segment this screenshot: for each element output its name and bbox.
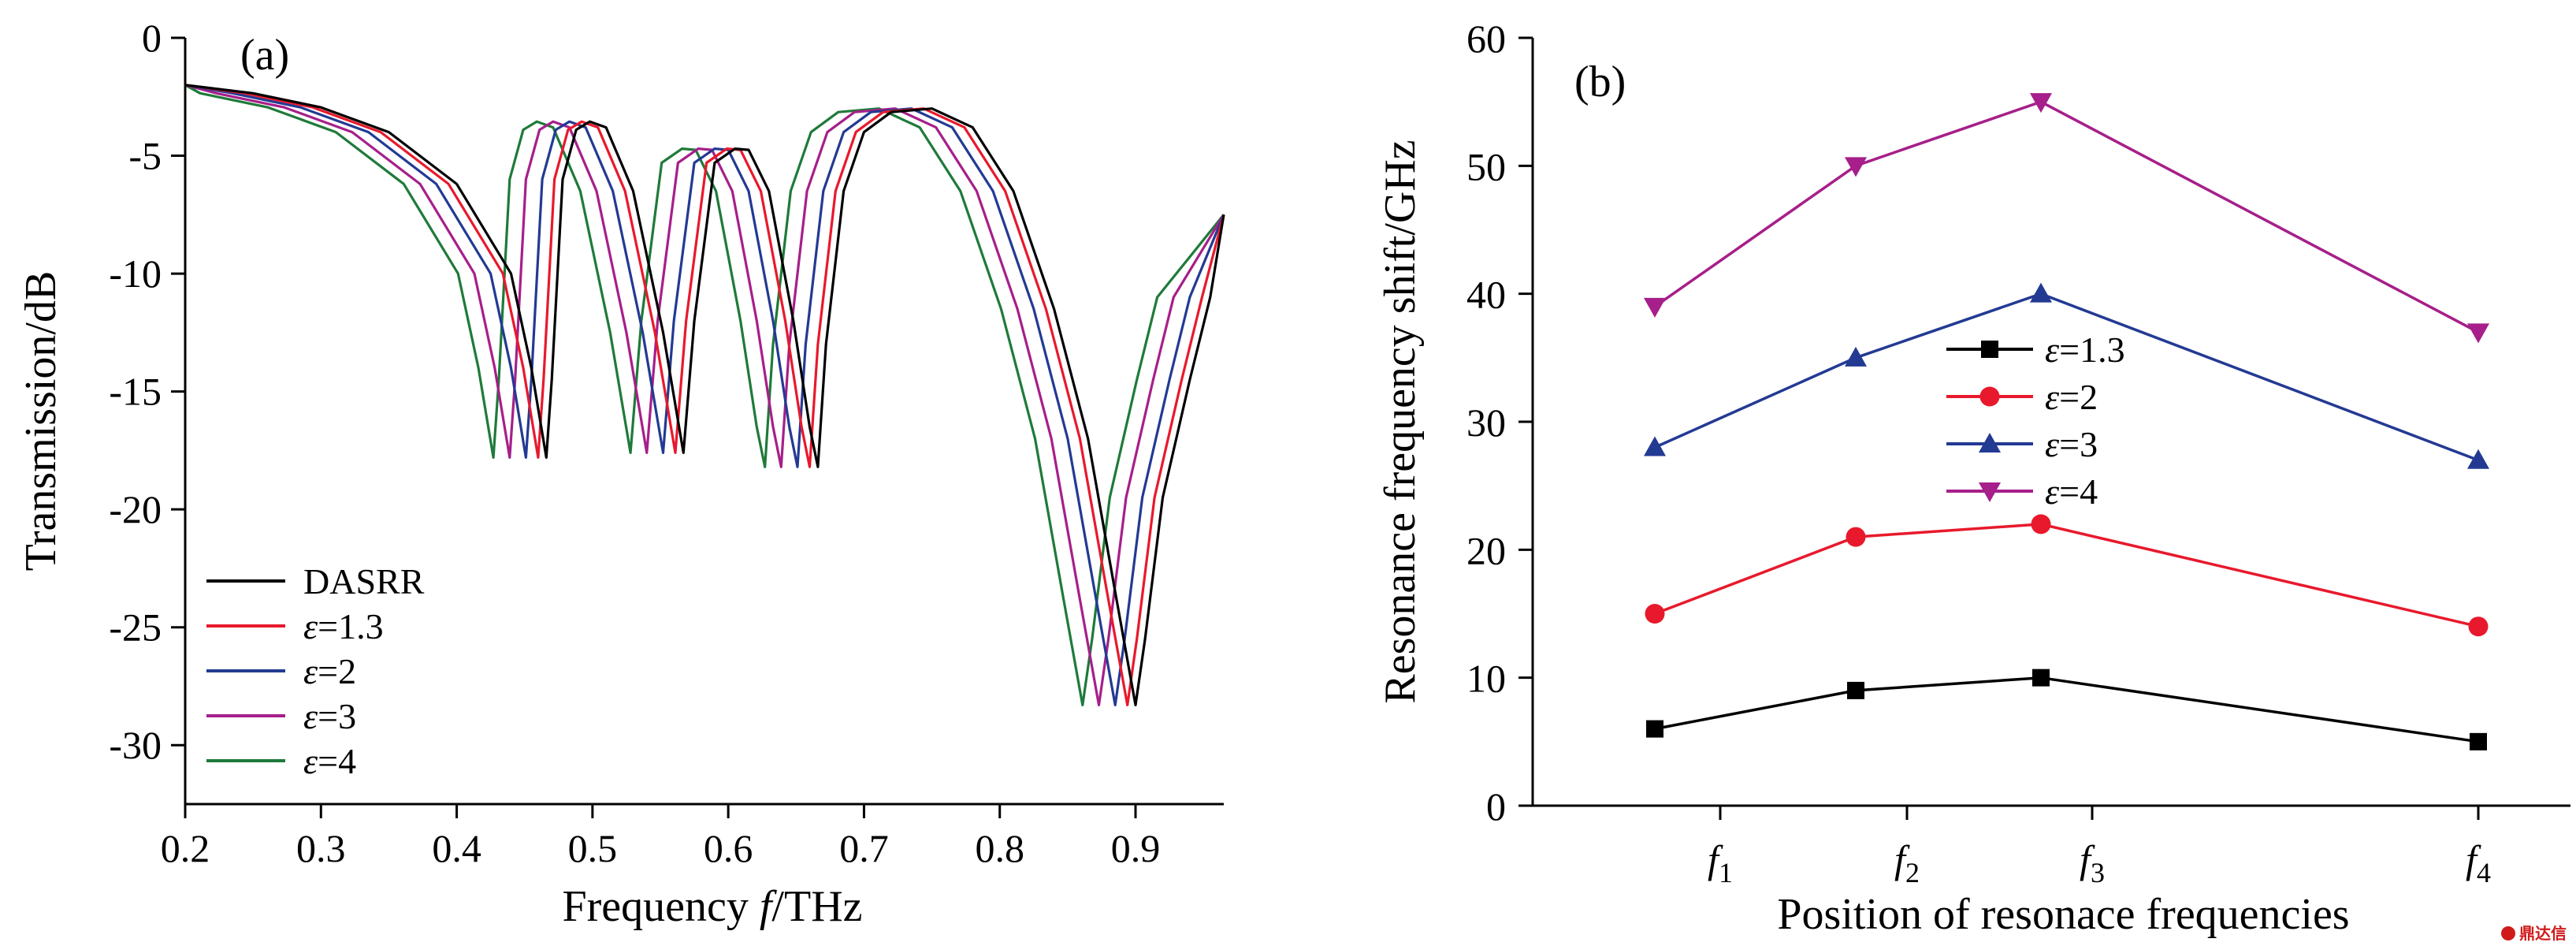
x-tick-label: 0.4 — [432, 826, 481, 870]
x-tick-label: 0.3 — [296, 826, 346, 870]
y-tick-label: -10 — [109, 251, 162, 296]
data-point — [1979, 386, 2000, 407]
x-tick-label: f4 — [2466, 837, 2491, 888]
legend-label: ε=3 — [303, 696, 356, 736]
watermark-text: 鼎达信 — [2519, 924, 2567, 943]
data-point — [1979, 433, 2001, 453]
data-point — [1644, 297, 1666, 318]
x-tick-label: f3 — [2080, 837, 2105, 888]
data-point — [1646, 720, 1663, 738]
legend-label: ε=2 — [2045, 377, 2098, 417]
y-tick-label: -15 — [109, 370, 162, 414]
y-tick-label: 10 — [1466, 657, 1506, 701]
legend-label: ε=2 — [303, 651, 356, 691]
legend-label: ε=3 — [2045, 424, 2098, 464]
series-line — [1654, 676, 2479, 743]
legend-label: ε=1.3 — [303, 606, 384, 646]
data-point — [1845, 346, 1867, 367]
data-point — [1847, 681, 1864, 699]
chart-a: 0 -5 -10 -15 -20 -25 -30 0.2 0.3 0.4 0.5 0.6 0.7 0.8 0… — [17, 16, 1225, 931]
x-tick-label: f2 — [1894, 837, 1920, 888]
data-point — [1846, 527, 1866, 547]
watermark: 鼎达信 — [2501, 924, 2567, 943]
x-tick-label: 0.7 — [839, 826, 889, 870]
x-tick-label: 0.9 — [1111, 826, 1161, 870]
y-tick-label: 0 — [142, 16, 162, 60]
data-point — [2467, 323, 2489, 344]
legend-label: ε=4 — [2045, 471, 2098, 512]
y-tick-label: 60 — [1466, 17, 1506, 61]
data-point — [2031, 514, 2051, 534]
x-tick-label: 0.8 — [975, 826, 1024, 870]
series-line — [184, 84, 1225, 706]
y-tick-label: 20 — [1466, 528, 1506, 572]
legend-label: ε=4 — [303, 741, 356, 781]
y-tick-label: -20 — [109, 487, 162, 531]
legend-label: ε=1.3 — [2045, 330, 2125, 370]
x-tick-label: 0.5 — [568, 826, 618, 870]
data-point — [1845, 157, 1867, 177]
y-tick-label: 40 — [1466, 273, 1506, 317]
y-tick-label: -30 — [109, 723, 162, 767]
watermark-logo-icon — [2501, 926, 2515, 940]
x-tick-label: f1 — [1708, 837, 1733, 888]
series-line — [184, 84, 1225, 706]
data-point — [2467, 449, 2489, 469]
y-axis-label: Resonance frequency shift/GHz — [1376, 140, 1425, 703]
y-tick-label: 0 — [1486, 784, 1506, 829]
data-point — [2032, 669, 2050, 687]
panel-label: (b) — [1574, 58, 1626, 106]
data-point — [2470, 732, 2487, 750]
x-tick-label: 0.6 — [704, 826, 753, 870]
data-point — [2030, 93, 2052, 114]
y-tick-label: 30 — [1466, 400, 1506, 445]
legend-label: DASRR — [303, 561, 425, 601]
y-tick-label: 50 — [1466, 144, 1506, 188]
panel-label: (a) — [240, 31, 289, 80]
y-tick-label: -25 — [109, 605, 162, 650]
series-line — [184, 84, 1225, 706]
x-tick-label: 0.2 — [161, 826, 210, 870]
series-line — [1653, 100, 2479, 333]
y-axis-label: Transmission/dB — [17, 271, 65, 572]
series-line — [184, 84, 1225, 706]
data-point — [1981, 341, 1998, 358]
x-axis-label: Frequency f/THz — [563, 882, 863, 931]
chart-b: 0 10 20 30 40 50 60 f1 f2 f3 f4 (b) Position of reso… — [1376, 17, 2570, 939]
data-point — [1644, 436, 1666, 456]
series-line — [1654, 292, 2479, 462]
data-point — [1645, 604, 1665, 624]
y-tick-label: -5 — [128, 134, 162, 178]
data-point — [2468, 616, 2489, 637]
series-line — [1654, 523, 2479, 628]
x-axis-label: Position of resonace frequencies — [1777, 890, 2349, 939]
data-point — [2030, 282, 2052, 303]
data-point — [1979, 482, 2001, 502]
